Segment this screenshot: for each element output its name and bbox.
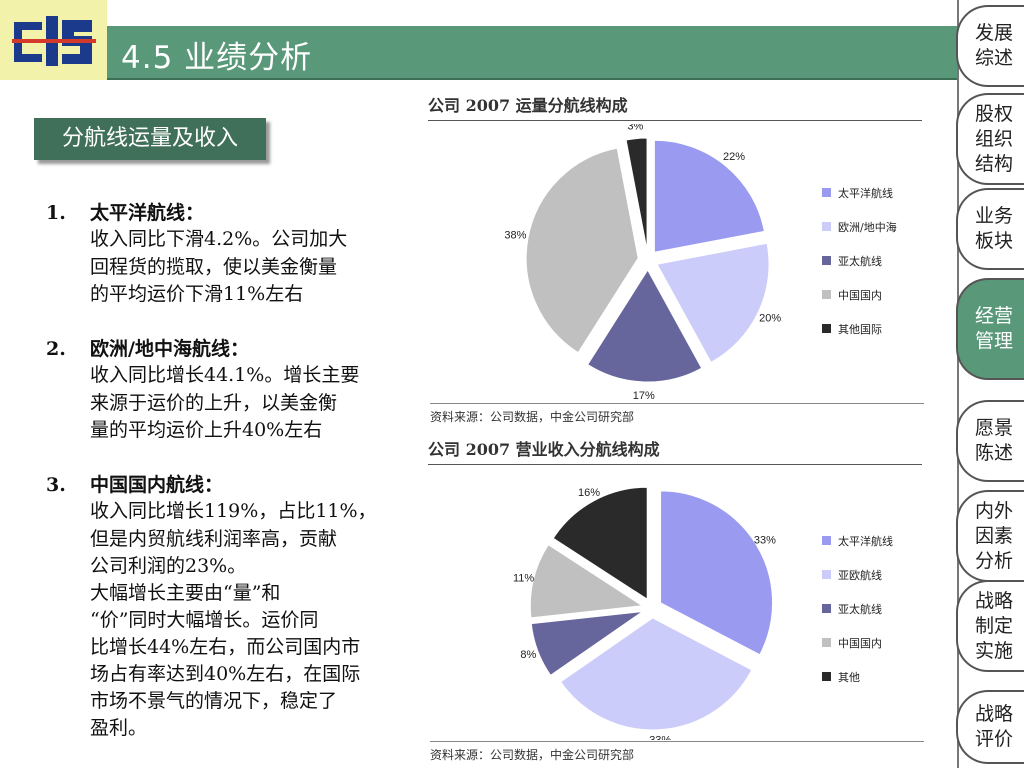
list-item-text: 场占有率达到40%左右，在国际 — [46, 659, 360, 686]
sidebar-item-1[interactable]: 发展综述 — [956, 5, 1024, 87]
legend-label-3: 亚太航线 — [838, 602, 882, 616]
list-body-text: 的平均运价下滑11%左右 — [46, 283, 303, 305]
list-item-text: 收入同比增长119%，占比11%， — [46, 496, 377, 523]
chart-source-volume: 资料来源：公司数据，中金公司研究部 — [430, 403, 924, 425]
list-body-text: 但是内贸航线利润率高，贡献 — [46, 528, 337, 550]
list-body-text: 收入同比增长119%，占比11%， — [46, 500, 377, 522]
data-label-3: 17% — [633, 390, 655, 400]
data-label-4: 38% — [504, 230, 526, 242]
list-body-text: “价”同时大幅增长。运价同 — [46, 609, 318, 631]
list-item-heading: 2. 欧洲/地中海航线： — [46, 334, 249, 361]
legend-label-2: 欧洲/地中海 — [838, 220, 897, 234]
legend-swatch-3 — [822, 256, 831, 265]
pie-slice-1 — [654, 140, 764, 252]
list-item-text: 但是内贸航线利润率高，贡献 — [46, 524, 337, 551]
list-item-text: 大幅增长主要由“量”和 — [46, 578, 280, 605]
legend-label-5: 其他 — [838, 671, 860, 684]
sidebar-item-label: 业务板块 — [971, 204, 1017, 254]
legend-label-3: 亚太航线 — [838, 254, 882, 268]
legend-swatch-4 — [822, 290, 831, 299]
legend-swatch-4 — [822, 638, 831, 647]
sidebar-item-5[interactable]: 愿景陈述 — [956, 400, 1024, 482]
legend-swatch-5 — [822, 324, 831, 333]
chart-title-revenue: 公司 2007 营业收入分航线构成 — [428, 436, 922, 465]
list-number: 1. — [46, 202, 90, 224]
legend-label-4: 中国国内 — [838, 636, 882, 650]
sidebar-item-3[interactable]: 业务板块 — [956, 188, 1024, 270]
list-item-text: 量的平均运价上升40%左右 — [46, 415, 322, 442]
list-item-text: 来源于运价的上升，以美金衡 — [46, 388, 337, 415]
list-item-heading: 3. 中国国内航线： — [46, 470, 223, 497]
sidebar-item-label: 愿景陈述 — [971, 416, 1017, 466]
list-item-text: 的平均运价下滑11%左右 — [46, 279, 303, 306]
legend-swatch-3 — [822, 604, 831, 613]
legend-swatch-1 — [822, 188, 831, 197]
list-body-text: 市场不景气的情况下，稳定了 — [46, 690, 337, 712]
sidebar-item-4[interactable]: 经营管理 — [956, 278, 1024, 380]
pie-slice-1 — [661, 491, 773, 655]
list-item-text: 市场不景气的情况下，稳定了 — [46, 686, 337, 713]
sidebar-item-6[interactable]: 内外因素分析 — [956, 490, 1024, 582]
legend-label-5: 其他国际 — [838, 323, 882, 336]
list-item-text: 比增长44%左右，而公司国内市 — [46, 632, 360, 659]
list-heading: 欧洲/地中海航线： — [90, 338, 249, 360]
legend-swatch-2 — [822, 570, 831, 579]
legend-label-4: 中国国内 — [838, 288, 882, 302]
sidebar-item-label: 战略制定实施 — [971, 589, 1017, 664]
list-heading: 太平洋航线： — [90, 202, 204, 224]
list-body-text: 量的平均运价上升40%左右 — [46, 419, 322, 441]
list-body-text: 比增长44%左右，而公司国内市 — [46, 636, 360, 658]
list-item-text: 公司利润的23%。 — [46, 551, 246, 578]
list-item-heading: 1. 太平洋航线： — [46, 198, 204, 225]
page-title: 4.5 业绩分析 — [121, 32, 312, 77]
chart-title-volume: 公司 2007 运量分航线构成 — [428, 92, 922, 121]
section-label: 分航线运量及收入 — [34, 118, 266, 160]
data-label-2: 33% — [649, 735, 671, 740]
list-item-text: 收入同比下滑4.2%。公司加大 — [46, 224, 347, 251]
list-item-text: 盈利。 — [46, 713, 147, 740]
list-item-text: “价”同时大幅增长。运价同 — [46, 605, 318, 632]
data-label-5: 3% — [627, 124, 643, 133]
sidebar-item-label: 经营管理 — [971, 304, 1017, 354]
logo-icon — [12, 12, 96, 70]
sidebar-item-7[interactable]: 战略制定实施 — [956, 580, 1024, 672]
data-label-1: 22% — [723, 151, 745, 163]
sidebar-item-label: 战略评价 — [971, 702, 1017, 752]
sidebar-item-label: 发展综述 — [971, 21, 1017, 71]
legend-swatch-2 — [822, 222, 831, 231]
sidebar-item-label: 内外因素分析 — [971, 499, 1017, 574]
data-label-5: 16% — [578, 487, 600, 499]
list-heading: 中国国内航线： — [90, 474, 223, 496]
legend-swatch-1 — [822, 536, 831, 545]
legend-label-1: 太平洋航线 — [838, 534, 893, 548]
list-body-text: 盈利。 — [46, 717, 147, 739]
chart-source-revenue: 资料来源：公司数据，中金公司研究部 — [430, 741, 924, 763]
data-label-2: 20% — [759, 312, 781, 324]
sidebar-item-label: 股权组织结构 — [971, 102, 1017, 177]
list-body-text: 收入同比增长44.1%。增长主要 — [46, 364, 359, 386]
list-item-text: 收入同比增长44.1%。增长主要 — [46, 360, 359, 387]
list-body-text: 大幅增长主要由“量”和 — [46, 582, 280, 604]
list-body-text: 回程货的揽取，使以美金衡量 — [46, 256, 337, 278]
list-number: 3. — [46, 474, 90, 496]
list-body-text: 场占有率达到40%左右，在国际 — [46, 663, 360, 685]
legend-swatch-5 — [822, 672, 831, 681]
list-body-text: 收入同比下滑4.2%。公司加大 — [46, 228, 347, 250]
legend-label-2: 亚欧航线 — [838, 568, 882, 582]
list-body-text: 来源于运价的上升，以美金衡 — [46, 392, 337, 414]
sidebar-item-8[interactable]: 战略评价 — [956, 690, 1024, 764]
title-bar: 4.5 业绩分析 — [107, 26, 957, 80]
list-body-text: 公司利润的23%。 — [46, 555, 246, 577]
data-label-3: 8% — [520, 649, 536, 661]
list-item-text: 回程货的揽取，使以美金衡量 — [46, 252, 337, 279]
legend-label-1: 太平洋航线 — [838, 186, 893, 200]
list-number: 2. — [46, 338, 90, 360]
data-label-4: 11% — [513, 572, 534, 584]
company-logo — [0, 0, 107, 80]
sidebar-item-2[interactable]: 股权组织结构 — [956, 93, 1024, 185]
data-label-1: 33% — [754, 535, 776, 547]
